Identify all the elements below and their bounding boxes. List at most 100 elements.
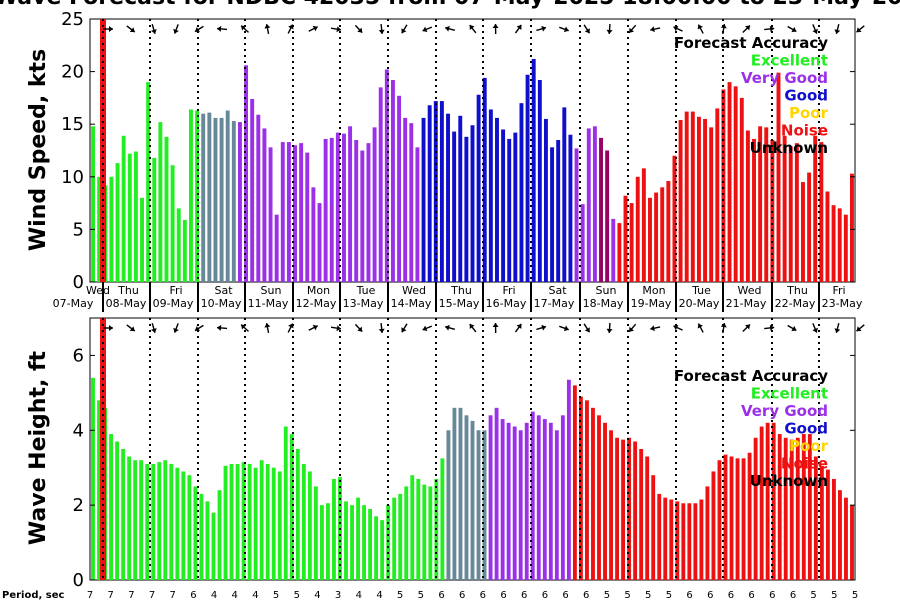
bar [568,134,573,282]
bar [494,407,499,580]
bar [660,187,665,282]
bar [182,219,187,282]
arrow-head [563,325,569,332]
arrow-head [606,328,613,333]
direction-arrow [422,325,433,332]
wind-speed-panel: 0 5 10 15 20 25 Forecast AccuracyExcellentVery… [53,9,865,312]
period-value: 6 [459,590,465,600]
wind-y-axis-label: Wind Speed, kts [26,49,51,251]
bar [733,86,738,282]
bar [439,101,444,282]
bar [605,150,610,282]
bar [121,135,126,282]
bar [145,463,150,580]
bar [280,142,285,282]
direction-arrow [216,324,228,331]
arrow-head [541,25,546,32]
bar [519,103,524,282]
direction-arrow [742,324,751,332]
weekday-label: Fri [832,284,845,297]
arrow-head [629,326,635,332]
bar [819,142,824,282]
bar [586,128,591,282]
bar [366,143,371,282]
period-value: 5 [273,590,279,600]
date-label: 16-May [486,297,527,310]
period-label: Period, sec [2,590,65,600]
bar [397,95,402,282]
date-label: 22-May [775,297,816,310]
bar [554,430,559,580]
period-value: 6 [438,590,444,600]
direction-arrow [536,25,547,32]
bar [319,505,324,580]
bar [386,505,391,580]
direction-arrow [444,25,456,32]
arrow-head [336,325,341,332]
period-value: 5 [397,590,403,600]
y-tick-label: 20 [61,62,84,83]
direction-arrow [834,23,841,35]
arrow-head [241,324,247,330]
arrow-head [469,25,475,31]
bar [289,434,294,580]
bar [241,462,246,580]
wave-y-axis-label: Wave Height, ft [26,350,51,545]
arrow-head [673,25,679,32]
direction-arrow [764,324,775,331]
arrow-head [492,323,499,328]
bar [247,463,252,580]
direction-arrow [378,322,385,334]
bar [189,109,193,282]
bar [574,148,579,282]
date-label: 23-May [822,297,863,310]
bar [681,503,686,580]
bar [609,430,613,580]
bar [843,214,848,282]
arrow-head [469,324,475,330]
arrow-head [834,29,841,34]
legend-item: Good [784,420,828,438]
arrow-head [584,327,590,333]
arrow-head [264,24,271,29]
bar [344,501,348,580]
arrow-head [194,26,200,33]
bar [560,415,565,580]
weekday-label: Tue [356,284,376,297]
direction-arrow [764,25,775,32]
bar [277,471,282,580]
bar [231,121,236,282]
arrow-head [378,29,385,34]
direction-arrow [787,25,797,33]
bar [169,463,174,580]
bar [752,138,756,282]
bar [795,437,800,580]
bar [293,145,297,282]
arrow-head [264,323,271,328]
arrow-head [217,25,222,32]
bar [633,441,638,580]
direction-arrow [742,25,751,33]
period-value: 6 [728,590,734,600]
bar [675,501,680,580]
bar [783,437,788,580]
bar [550,147,555,282]
period-value: 7 [87,590,93,600]
bar [739,97,744,283]
bar [543,118,548,282]
bar [121,449,126,580]
bar [476,430,481,580]
direction-arrow [126,324,136,332]
arrow-head [401,327,407,333]
bar [301,463,306,580]
direction-arrow [856,324,865,332]
bar [256,114,261,282]
direction-arrow [330,325,342,332]
arrow-head [606,29,613,34]
bar [398,493,403,580]
bar [157,462,162,580]
bar [283,426,288,580]
period-value: 5 [624,590,630,600]
bar [623,195,628,282]
